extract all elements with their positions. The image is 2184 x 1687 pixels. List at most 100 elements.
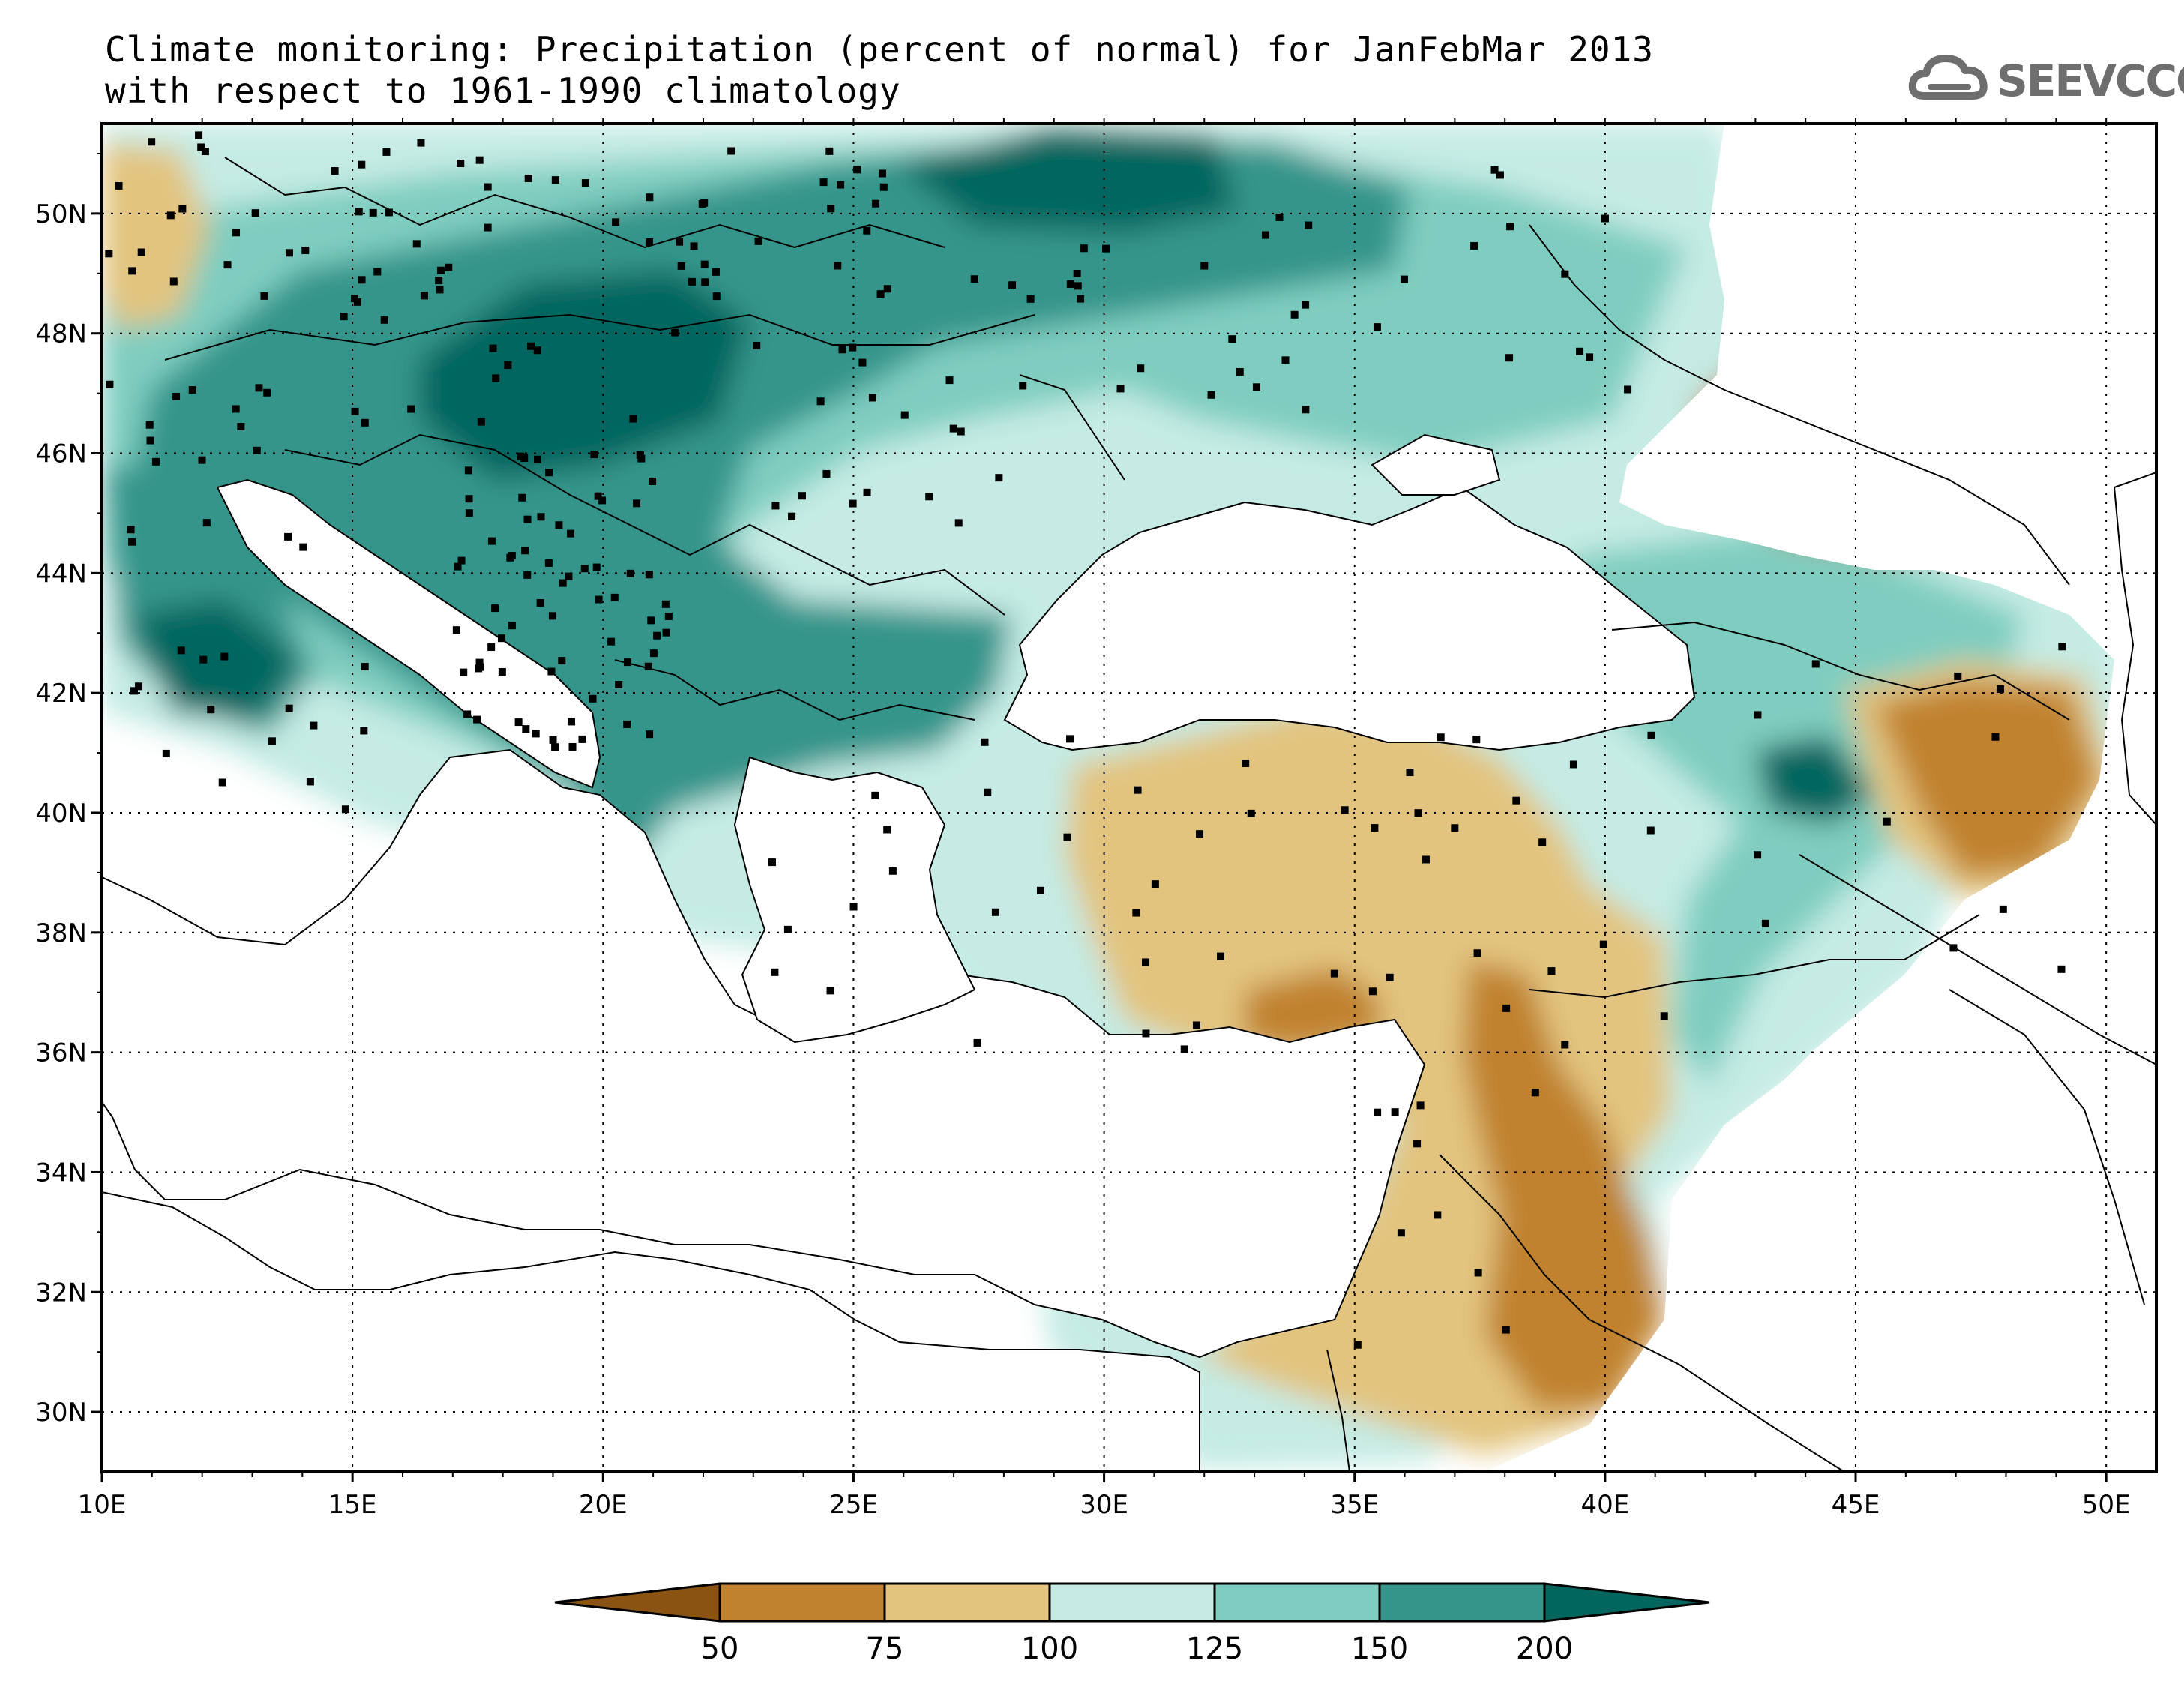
station-marker bbox=[1252, 383, 1260, 391]
lat-tick-label: 36N bbox=[35, 1038, 87, 1068]
station-marker bbox=[130, 687, 139, 695]
station-marker bbox=[727, 147, 735, 155]
station-marker bbox=[1371, 824, 1379, 832]
station-marker bbox=[1207, 391, 1215, 399]
station-marker bbox=[878, 169, 886, 178]
adriatic-sea bbox=[216, 478, 601, 789]
station-marker bbox=[834, 262, 842, 270]
station-marker bbox=[858, 358, 867, 367]
station-marker bbox=[473, 715, 481, 724]
station-marker bbox=[1437, 733, 1445, 742]
station-marker bbox=[688, 277, 696, 286]
north-africa bbox=[102, 1191, 1200, 1472]
station-marker bbox=[358, 160, 366, 169]
station-marker bbox=[523, 571, 532, 579]
station-marker bbox=[1217, 952, 1225, 960]
station-marker bbox=[1999, 905, 2007, 913]
station-marker bbox=[301, 247, 310, 255]
station-marker bbox=[615, 680, 623, 688]
station-marker bbox=[954, 519, 963, 527]
station-marker bbox=[981, 738, 989, 746]
station-marker bbox=[849, 343, 857, 352]
station-marker bbox=[1074, 282, 1082, 290]
station-marker bbox=[1397, 1229, 1405, 1237]
station-marker bbox=[698, 199, 706, 208]
mediterranean-sea bbox=[102, 748, 1426, 1359]
country-borders bbox=[164, 157, 2156, 1472]
station-marker bbox=[177, 646, 185, 655]
colorbar-box bbox=[1048, 1582, 1216, 1623]
station-marker bbox=[527, 342, 535, 350]
field-brown-caucasus bbox=[1874, 682, 2099, 877]
station-marker bbox=[1200, 262, 1209, 270]
lon-tick-label: 20E bbox=[579, 1490, 628, 1520]
lat-tick-label: 50N bbox=[35, 199, 87, 229]
station-marker bbox=[435, 277, 443, 285]
station-marker bbox=[255, 384, 263, 392]
station-marker bbox=[1330, 969, 1338, 978]
station-marker bbox=[1761, 919, 1769, 927]
station-marker bbox=[412, 240, 421, 248]
station-marker bbox=[1470, 241, 1478, 250]
station-marker bbox=[532, 730, 540, 738]
field-darkest-teal-north bbox=[900, 127, 1237, 232]
lat-tick-label: 38N bbox=[35, 918, 87, 948]
station-marker bbox=[545, 469, 553, 477]
station-marker bbox=[1063, 833, 1071, 841]
station-marker bbox=[677, 262, 685, 270]
station-marker bbox=[1490, 166, 1499, 174]
station-marker bbox=[207, 706, 215, 714]
station-marker bbox=[594, 492, 602, 500]
station-marker bbox=[676, 238, 684, 246]
station-marker bbox=[871, 791, 879, 799]
station-marker bbox=[504, 361, 512, 369]
station-marker bbox=[358, 276, 366, 284]
colorbar: 50 75 100 125 150 200 bbox=[554, 1582, 1710, 1666]
station-marker bbox=[172, 393, 181, 401]
station-marker bbox=[664, 612, 673, 620]
station-marker bbox=[105, 250, 113, 258]
station-marker bbox=[202, 519, 211, 527]
station-marker bbox=[771, 968, 779, 976]
station-marker bbox=[285, 249, 293, 257]
station-marker bbox=[169, 277, 178, 286]
station-marker bbox=[253, 446, 261, 454]
station-marker bbox=[407, 405, 415, 413]
station-marker bbox=[1073, 270, 1081, 278]
station-marker bbox=[647, 616, 655, 625]
station-marker bbox=[1077, 295, 1085, 303]
station-marker bbox=[646, 730, 654, 739]
station-marker bbox=[1422, 855, 1430, 864]
station-marker bbox=[549, 736, 557, 744]
station-marker bbox=[464, 466, 472, 475]
station-marker bbox=[284, 532, 292, 541]
station-marker bbox=[508, 622, 516, 630]
lat-tick-label: 46N bbox=[35, 439, 87, 469]
station-marker bbox=[995, 474, 1003, 482]
station-marker bbox=[863, 226, 871, 235]
station-marker bbox=[753, 341, 761, 349]
station-marker bbox=[970, 275, 978, 283]
station-marker bbox=[1400, 275, 1408, 283]
station-marker bbox=[567, 718, 575, 726]
station-marker bbox=[166, 211, 175, 220]
station-marker bbox=[547, 667, 556, 676]
station-marker bbox=[436, 286, 444, 294]
colorbar-box bbox=[1213, 1582, 1381, 1623]
station-marker bbox=[649, 477, 657, 485]
station-marker bbox=[465, 509, 473, 517]
station-marker bbox=[646, 193, 654, 202]
station-marker bbox=[1036, 886, 1044, 894]
station-marker bbox=[188, 386, 196, 394]
station-marker bbox=[460, 668, 468, 676]
station-marker bbox=[827, 205, 835, 213]
station-marker bbox=[771, 502, 780, 510]
station-marker bbox=[1281, 356, 1290, 364]
station-marker bbox=[1302, 406, 1310, 414]
station-marker bbox=[463, 710, 472, 718]
station-marker bbox=[712, 268, 720, 276]
station-marker bbox=[1374, 1108, 1382, 1116]
station-marker bbox=[598, 496, 607, 505]
station-marker bbox=[1228, 335, 1236, 343]
station-marker bbox=[1302, 301, 1310, 309]
